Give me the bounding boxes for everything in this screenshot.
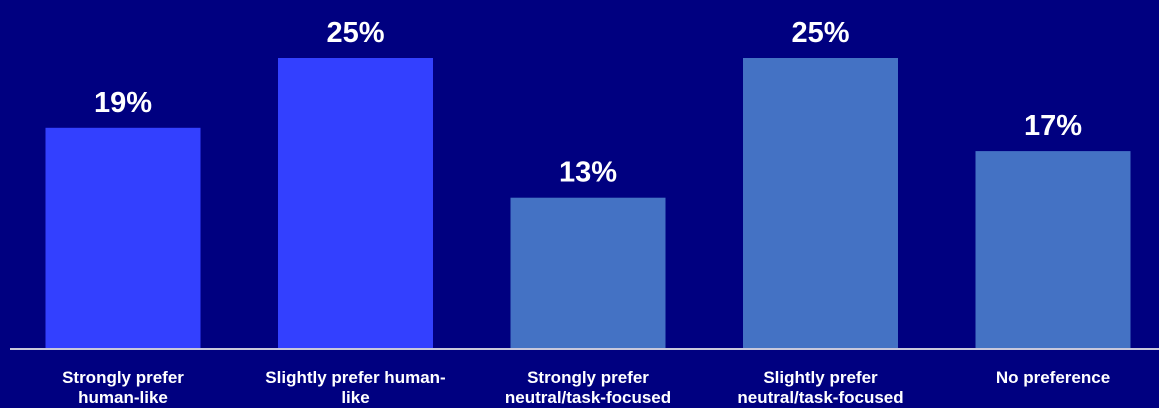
category-label-line: neutral/task-focused bbox=[737, 388, 903, 407]
category-label-line: human-like bbox=[78, 388, 168, 407]
value-label-3: 13% bbox=[559, 157, 617, 189]
category-label-5: No preference bbox=[996, 368, 1110, 387]
value-label-5: 17% bbox=[1024, 110, 1082, 142]
bar-1 bbox=[45, 127, 201, 349]
bar-2 bbox=[278, 58, 433, 349]
category-label-4: Slightly prefer neutral/task-focused bbox=[737, 368, 903, 407]
category-label-line: Slightly prefer human- bbox=[265, 368, 445, 387]
category-label-2: Slightly prefer human-like bbox=[265, 368, 445, 407]
bar-4 bbox=[743, 58, 898, 349]
value-label-4: 25% bbox=[791, 17, 849, 49]
category-label-line: like bbox=[341, 388, 369, 407]
category-label-line: neutral/task-focused bbox=[505, 388, 671, 407]
value-label-2: 25% bbox=[326, 17, 384, 49]
category-label-3: Strongly prefer neutral/task-focused bbox=[505, 368, 671, 407]
category-label-line: Slightly prefer bbox=[763, 368, 878, 387]
value-labels-group: 19% 25% 13% 25% 17% bbox=[94, 17, 1082, 189]
category-label-1: Strongly prefer human-like bbox=[62, 368, 184, 407]
bar-3 bbox=[510, 197, 666, 349]
value-label-1: 19% bbox=[94, 87, 152, 119]
category-label-line: No preference bbox=[996, 368, 1110, 387]
category-label-line: Strongly prefer bbox=[62, 368, 184, 387]
bar-5 bbox=[975, 151, 1131, 349]
bars-group bbox=[45, 58, 1131, 349]
category-label-line: Strongly prefer bbox=[527, 368, 649, 387]
